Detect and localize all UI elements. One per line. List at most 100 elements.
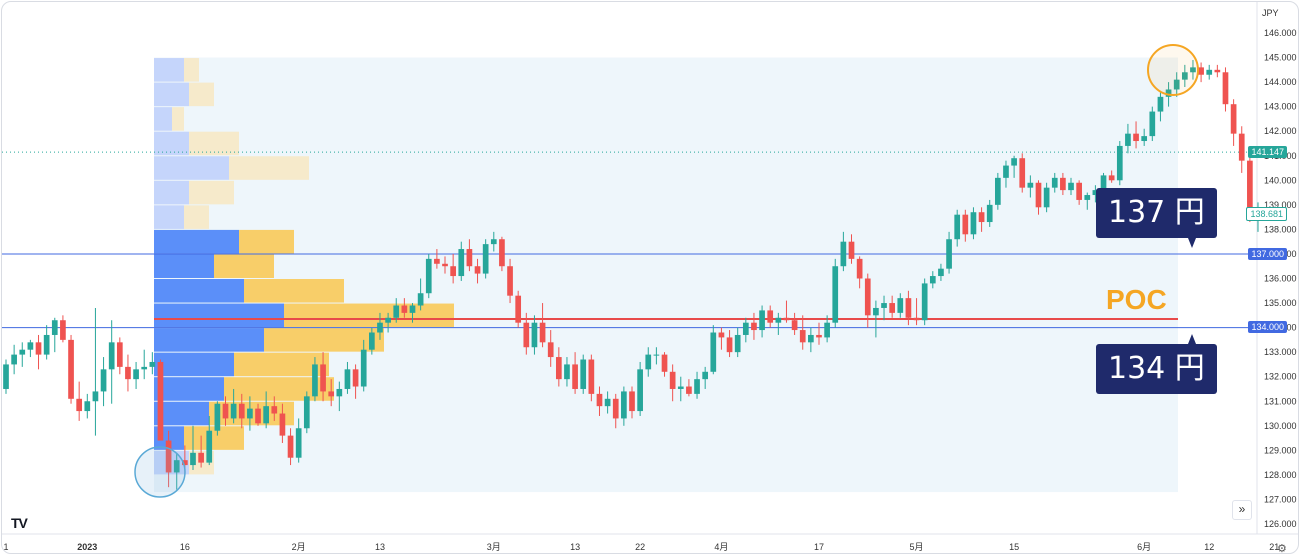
candle-body: [1149, 111, 1156, 137]
price-tag-dotted: 141.147: [1248, 146, 1287, 158]
callout-134: 134 円: [1096, 344, 1217, 394]
candle-body: [775, 317, 782, 323]
candle-body: [1116, 145, 1123, 181]
candle-body: [1092, 190, 1099, 196]
candle-body: [214, 403, 221, 431]
candle-body: [450, 266, 456, 277]
price-tag-last: 138.681: [1246, 207, 1287, 221]
candle-body: [1019, 158, 1026, 188]
x-tick-label: 4月: [714, 542, 728, 552]
candle-body: [173, 460, 180, 473]
candle-body: [864, 278, 871, 316]
vp-down-bar: [264, 328, 384, 352]
candle-body: [190, 452, 196, 466]
candle-body: [352, 369, 359, 387]
settings-gear-icon[interactable]: ⚙: [1277, 543, 1287, 554]
x-tick-label: 2月: [292, 542, 306, 552]
y-tick-label: 142.000: [1264, 126, 1297, 136]
candle-body: [474, 266, 481, 274]
candle-body: [938, 268, 944, 277]
x-tick-label: 3月: [487, 542, 501, 552]
candle-body: [889, 303, 896, 313]
candle-body: [116, 342, 123, 367]
candle-body: [295, 428, 302, 458]
candle-body: [43, 334, 50, 355]
candle-body: [816, 334, 822, 338]
candle-body: [1076, 182, 1082, 200]
vp-down-bar: [214, 254, 274, 278]
x-tick-label: 5月: [910, 542, 924, 552]
y-tick-label: 136.000: [1264, 274, 1297, 284]
y-tick-label: 133.000: [1264, 347, 1297, 357]
candle-body: [1084, 195, 1091, 200]
candle-body: [149, 361, 156, 367]
candle-body: [499, 239, 505, 267]
candle-body: [1043, 187, 1050, 208]
candle-body: [279, 413, 286, 436]
vp-down-bar: [244, 279, 344, 303]
candle-body: [238, 403, 245, 419]
candle-body: [360, 349, 367, 387]
candle-body: [547, 342, 554, 358]
candle-body: [11, 354, 17, 365]
candle-body: [596, 393, 603, 407]
candle-body: [1068, 182, 1074, 191]
vp-up-bar: [154, 205, 184, 229]
y-tick-label: 138.000: [1264, 224, 1297, 234]
y-tick-label: 145.000: [1264, 53, 1297, 63]
candle-body: [1133, 133, 1139, 142]
candle-body: [368, 332, 375, 350]
candle-body: [962, 214, 969, 235]
candle-body: [1206, 69, 1213, 75]
candle-body: [442, 263, 448, 267]
vp-up-bar: [154, 303, 284, 328]
low-highlight-circle: [134, 446, 186, 498]
scroll-to-realtime-button[interactable]: »: [1232, 500, 1252, 520]
vp-down-bar: [189, 82, 214, 107]
candle-body: [165, 440, 172, 473]
x-tick-label: 13: [570, 542, 580, 552]
vp-down-bar: [172, 107, 184, 131]
x-tick-label: 22: [635, 542, 645, 552]
x-tick-label: 13: [375, 542, 385, 552]
candle-body: [312, 364, 318, 397]
candle-body: [824, 322, 830, 338]
candle-body: [572, 364, 578, 389]
candle-body: [328, 391, 335, 397]
vp-down-bar: [239, 229, 294, 254]
vp-down-bar: [284, 303, 454, 328]
candle-body: [734, 334, 741, 353]
candle-body: [840, 241, 847, 267]
y-tick-label: 146.000: [1264, 28, 1297, 38]
candle-body: [1027, 182, 1034, 188]
candle-body: [76, 398, 83, 412]
vp-up-bar: [154, 156, 229, 180]
x-tick-label: 2023: [77, 542, 97, 552]
candle-body: [1247, 160, 1253, 218]
candle-body: [515, 295, 522, 323]
candle-body: [92, 391, 99, 402]
candle-body: [1198, 67, 1204, 75]
y-tick-label: 126.000: [1264, 519, 1297, 529]
candle-body: [767, 310, 774, 323]
candle-body: [954, 214, 961, 240]
tradingview-logo[interactable]: TV: [11, 515, 28, 531]
vp-up-bar: [154, 328, 264, 352]
candle-body: [994, 177, 1001, 205]
vp-up-bar: [154, 82, 189, 107]
x-tick-label: 17: [814, 542, 824, 552]
candle-body: [978, 212, 985, 223]
candle-body: [710, 332, 717, 372]
callout-134-pointer: [1188, 334, 1196, 344]
vp-up-bar: [154, 131, 189, 156]
candle-body: [409, 305, 416, 313]
candle-body: [873, 307, 879, 316]
vp-down-bar: [184, 205, 209, 229]
currency-label[interactable]: JPY: [1262, 8, 1279, 18]
candle-body: [539, 322, 546, 343]
y-tick-label: 143.000: [1264, 102, 1297, 112]
candle-body: [653, 354, 660, 356]
candle-body: [669, 371, 676, 389]
